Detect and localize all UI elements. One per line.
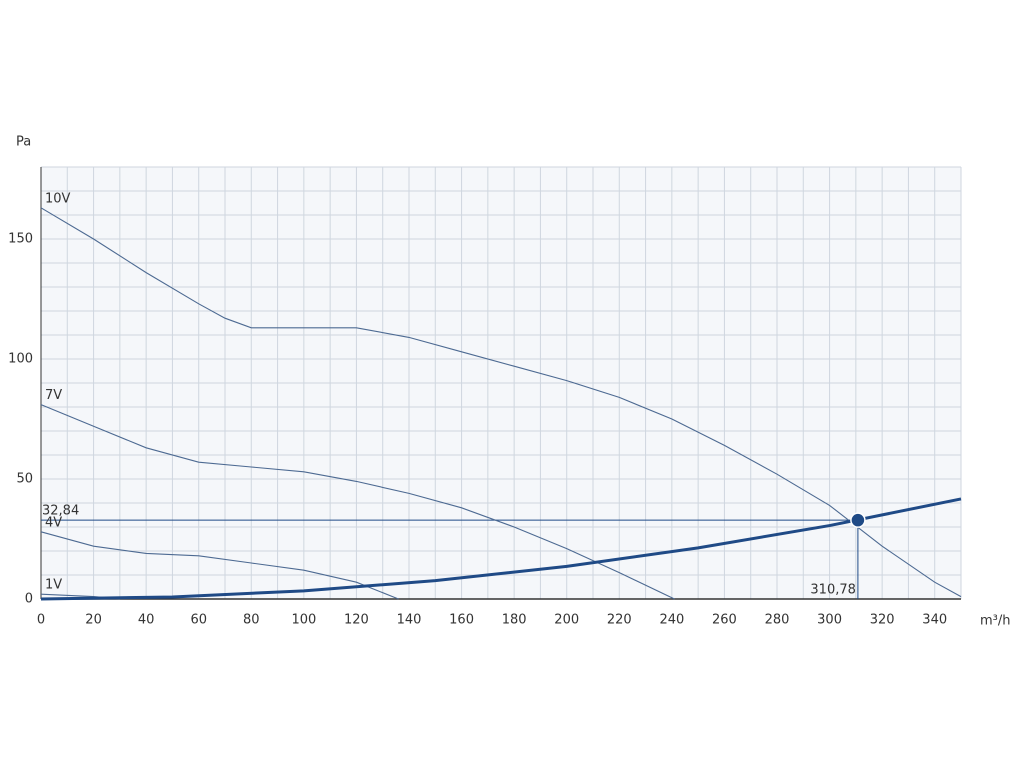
x-tick-label: 300	[817, 613, 842, 628]
fan-curve	[40, 531, 399, 600]
y-tick-label: 50	[16, 472, 33, 487]
x-tick-label: 220	[607, 613, 632, 628]
y-axis-label: Pa	[16, 135, 31, 150]
y-tick-label: 100	[8, 352, 33, 367]
x-tick-label: 180	[502, 613, 527, 628]
x-tick-label: 340	[922, 613, 947, 628]
curve-label: 1V	[45, 578, 62, 593]
y-tick-label: 150	[8, 232, 33, 247]
system-curve	[40, 497, 962, 601]
x-tick-label: 80	[243, 613, 260, 628]
fan-curve	[40, 207, 962, 598]
operating-x-label: 310,78	[810, 583, 856, 598]
x-axis-label: m³/h	[980, 614, 1011, 629]
x-tick-label: 280	[765, 613, 790, 628]
operating-point	[850, 512, 866, 528]
x-tick-label: 140	[397, 613, 422, 628]
x-tick-label: 120	[344, 613, 369, 628]
x-tick-label: 20	[85, 613, 102, 628]
x-tick-label: 0	[37, 613, 45, 628]
x-tick-label: 40	[138, 613, 155, 628]
x-tick-label: 160	[449, 613, 474, 628]
operating-y-label: 32,84	[42, 504, 79, 519]
x-tick-label: 240	[659, 613, 684, 628]
x-tick-label: 100	[291, 613, 316, 628]
x-tick-label: 200	[554, 613, 579, 628]
curve-label: 4V	[45, 515, 62, 530]
fan-curve	[40, 404, 675, 600]
x-tick-label: 60	[190, 613, 207, 628]
x-tick-label: 320	[870, 613, 895, 628]
curve-label: 10V	[45, 191, 71, 206]
x-tick-label: 260	[712, 613, 737, 628]
y-tick-label: 0	[25, 592, 33, 607]
curve-label: 7V	[45, 388, 62, 403]
